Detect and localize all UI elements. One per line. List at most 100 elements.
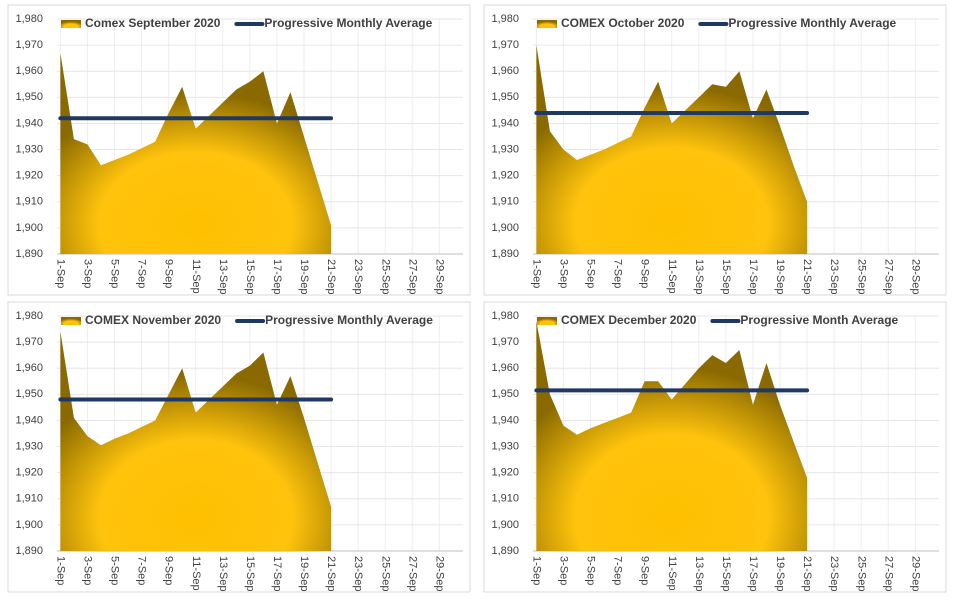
x-tick-label: 3-Sep	[558, 259, 570, 288]
y-tick-label: 1,900	[491, 222, 519, 234]
y-tick-label: 1,970	[15, 39, 43, 51]
y-tick-label: 1,960	[15, 65, 43, 77]
y-tick-label: 1,940	[491, 117, 519, 129]
y-tick-label: 1,900	[15, 519, 43, 531]
legend-label: COMEX November 2020	[85, 313, 221, 327]
legend-label: Progressive Monthly Average	[264, 16, 432, 30]
x-tick-label: 11-Sep	[190, 259, 202, 294]
area	[60, 52, 332, 254]
x-tick-label: 1-Sep	[54, 259, 66, 288]
y-tick-label: 1,980	[15, 13, 43, 25]
x-tick-label: 9-Sep	[163, 556, 175, 585]
legend-label: Progressive Month Average	[740, 313, 898, 327]
y-tick-label: 1,920	[15, 170, 43, 182]
y-tick-label: 1,950	[15, 388, 43, 400]
y-tick-label: 1,950	[491, 91, 519, 103]
x-tick-label: 25-Sep	[379, 259, 391, 294]
x-tick-label: 21-Sep	[801, 556, 813, 591]
x-tick-label: 7-Sep	[612, 259, 624, 288]
y-tick-label: 1,900	[15, 222, 43, 234]
x-tick-label: 1-Sep	[54, 556, 66, 585]
y-tick-label: 1,900	[491, 519, 519, 531]
y-tick-label: 1,950	[15, 91, 43, 103]
y-tick-label: 1,920	[15, 467, 43, 479]
x-tick-label: 7-Sep	[612, 556, 624, 585]
y-tick-label: 1,960	[491, 65, 519, 77]
area	[536, 45, 808, 254]
legend-label: Progressive Monthly Average	[728, 16, 896, 30]
y-tick-label: 1,980	[491, 13, 519, 25]
x-tick-label: 9-Sep	[163, 259, 175, 288]
x-tick-label: 1-Sep	[530, 259, 542, 288]
x-tick-label: 13-Sep	[217, 259, 229, 294]
y-tick-label: 1,930	[491, 440, 519, 452]
x-tick-label: 25-Sep	[379, 556, 391, 591]
x-tick-label: 21-Sep	[325, 259, 337, 294]
x-tick-label: 27-Sep	[882, 556, 894, 591]
legend-swatch	[61, 20, 81, 28]
x-tick-label: 23-Sep	[352, 556, 364, 591]
legend-swatch	[61, 317, 81, 325]
x-tick-label: 13-Sep	[217, 556, 229, 591]
x-tick-label: 19-Sep	[774, 556, 786, 591]
x-tick-label: 15-Sep	[720, 556, 732, 591]
y-tick-label: 1,930	[15, 143, 43, 155]
legend-label: COMEX December 2020	[561, 313, 697, 327]
x-tick-label: 15-Sep	[244, 556, 256, 591]
x-tick-label: 13-Sep	[693, 259, 705, 294]
x-tick-label: 29-Sep	[433, 556, 445, 591]
x-tick-label: 5-Sep	[109, 556, 121, 585]
x-tick-label: 29-Sep	[433, 259, 445, 294]
y-tick-label: 1,940	[15, 117, 43, 129]
x-tick-label: 25-Sep	[855, 556, 867, 591]
x-tick-label: 7-Sep	[136, 556, 148, 585]
x-tick-label: 23-Sep	[828, 259, 840, 294]
y-tick-label: 1,960	[15, 362, 43, 374]
x-tick-label: 19-Sep	[298, 259, 310, 294]
x-tick-label: 29-Sep	[909, 259, 921, 294]
x-tick-label: 3-Sep	[82, 259, 94, 288]
y-tick-label: 1,920	[491, 170, 519, 182]
x-tick-label: 27-Sep	[882, 259, 894, 294]
y-tick-label: 1,980	[491, 310, 519, 322]
x-tick-label: 3-Sep	[82, 556, 94, 585]
y-tick-label: 1,910	[15, 493, 43, 505]
y-tick-label: 1,960	[491, 362, 519, 374]
x-tick-label: 17-Sep	[747, 259, 759, 294]
y-tick-label: 1,910	[491, 493, 519, 505]
chart-panel: 1,890 1,900 1,910 1,920 1,930 1,940 1,950 1,960…	[7, 4, 471, 296]
x-tick-label: 17-Sep	[271, 556, 283, 591]
chart-panel: 1,890 1,900 1,910 1,920 1,930 1,940 1,950 1,960…	[483, 301, 947, 593]
chart-panel: 1,890 1,900 1,910 1,920 1,930 1,940 1,950 1,960…	[483, 4, 947, 296]
y-tick-label: 1,890	[15, 545, 43, 557]
y-tick-label: 1,910	[15, 196, 43, 208]
x-tick-label: 5-Sep	[109, 259, 121, 288]
x-tick-label: 11-Sep	[666, 556, 678, 591]
x-tick-label: 5-Sep	[585, 259, 597, 288]
y-tick-label: 1,970	[491, 336, 519, 348]
x-tick-label: 5-Sep	[585, 556, 597, 585]
legend-swatch	[537, 317, 557, 325]
x-tick-label: 27-Sep	[406, 556, 418, 591]
area	[536, 321, 808, 551]
y-tick-label: 1,910	[491, 196, 519, 208]
x-tick-label: 9-Sep	[639, 556, 651, 585]
x-tick-label: 19-Sep	[298, 556, 310, 591]
y-tick-label: 1,930	[491, 143, 519, 155]
legend-label: Progressive Monthly Average	[265, 313, 433, 327]
x-tick-label: 11-Sep	[190, 556, 202, 591]
x-tick-label: 11-Sep	[666, 259, 678, 294]
x-tick-label: 9-Sep	[639, 259, 651, 288]
y-tick-label: 1,940	[491, 414, 519, 426]
y-tick-label: 1,890	[491, 248, 519, 260]
x-tick-label: 13-Sep	[693, 556, 705, 591]
y-tick-label: 1,970	[15, 336, 43, 348]
y-tick-label: 1,930	[15, 440, 43, 452]
x-tick-label: 29-Sep	[909, 556, 921, 591]
y-tick-label: 1,890	[15, 248, 43, 260]
x-tick-label: 19-Sep	[774, 259, 786, 294]
chart-panel: 1,890 1,900 1,910 1,920 1,930 1,940 1,950 1,960…	[7, 301, 471, 593]
y-tick-label: 1,920	[491, 467, 519, 479]
y-tick-label: 1,980	[15, 310, 43, 322]
x-tick-label: 25-Sep	[855, 259, 867, 294]
